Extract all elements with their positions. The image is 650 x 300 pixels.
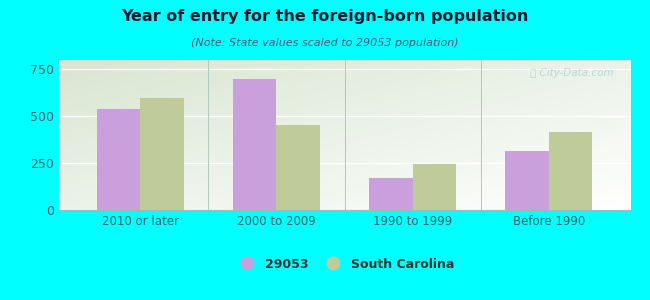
Text: (Note: State values scaled to 29053 population): (Note: State values scaled to 29053 popu… bbox=[191, 38, 459, 47]
Bar bbox=[97, 109, 140, 210]
Bar bbox=[140, 98, 184, 210]
Bar bbox=[413, 164, 456, 210]
Bar bbox=[549, 132, 592, 210]
Bar bbox=[276, 125, 320, 210]
Text: ⓘ City-Data.com: ⓘ City-Data.com bbox=[530, 68, 614, 77]
Bar bbox=[369, 178, 413, 210]
Bar bbox=[233, 79, 276, 210]
Bar bbox=[505, 151, 549, 210]
Text: Year of entry for the foreign-born population: Year of entry for the foreign-born popul… bbox=[122, 9, 528, 24]
Legend: 29053, South Carolina: 29053, South Carolina bbox=[230, 253, 459, 276]
